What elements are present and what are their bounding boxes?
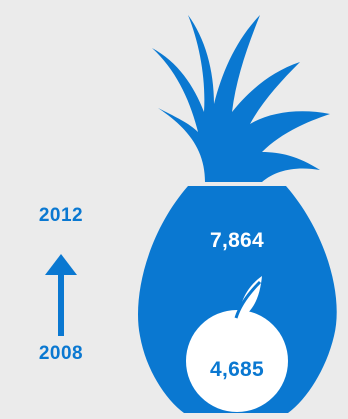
apple-icon <box>186 310 288 412</box>
pineapple-crown-icon <box>152 15 330 182</box>
value-start-label: 4,685 <box>209 358 265 381</box>
arrow-up-icon <box>45 254 77 336</box>
value-end-label: 7,864 <box>209 229 265 252</box>
year-start-label: 2008 <box>38 343 84 364</box>
year-end-label: 2012 <box>38 205 84 226</box>
